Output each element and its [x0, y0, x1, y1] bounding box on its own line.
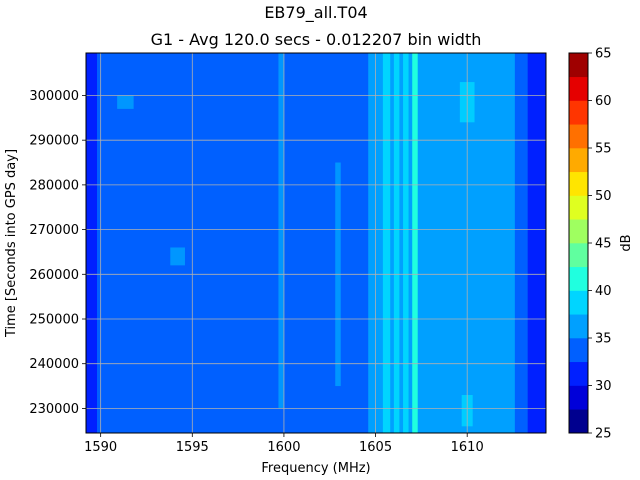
colorbar-level-0 [569, 409, 588, 434]
colorbar-tick-label-6: 55 [595, 142, 612, 157]
y-tick-label-3: 260000 [29, 268, 79, 283]
y-tick-label-4: 270000 [29, 223, 79, 238]
y-tick-label-5: 280000 [29, 178, 79, 193]
colorbar-level-6 [569, 266, 588, 291]
frequency-band-0 [86, 53, 98, 433]
chart-title: EB79_all.T04 [264, 3, 367, 23]
plot-area [86, 53, 546, 433]
y-axis-ticks: 230000 240000 250000 260000 270000 280000 2900… [29, 89, 86, 417]
hotspot-2 [117, 95, 134, 109]
hotspot-3 [170, 247, 185, 266]
frequency-bands [86, 53, 546, 433]
x-tick-label-3: 1605 [359, 440, 392, 455]
frequency-band-4 [390, 53, 395, 433]
frequency-band-3 [382, 53, 391, 433]
colorbar-tick-label-2: 35 [595, 332, 612, 347]
frequency-band-6 [399, 53, 404, 433]
colorbar-level-11 [569, 148, 588, 173]
colorbar-level-15 [569, 53, 588, 78]
y-tick-label-7: 300000 [29, 89, 79, 104]
frequency-band-12 [527, 53, 546, 433]
colorbar-tick-label-5: 50 [595, 189, 612, 204]
frequency-band-1 [96, 53, 369, 433]
colorbar-level-9 [569, 195, 588, 220]
colorbar-level-2 [569, 361, 588, 386]
colorbar-level-12 [569, 124, 588, 149]
y-tick-label-0: 230000 [29, 402, 79, 417]
colorbar-ticks: 25 30 35 40 45 50 55 60 65 [588, 47, 612, 442]
colorbar-tick-label-4: 45 [595, 237, 612, 252]
colorbar-level-5 [569, 290, 588, 315]
y-tick-label-1: 240000 [29, 357, 79, 372]
frequency-band-5 [393, 53, 400, 433]
x-tick-label-2: 1600 [267, 440, 300, 455]
x-axis-ticks: 1590 1595 1600 1605 1610 [84, 433, 484, 455]
frequency-band-11 [514, 53, 529, 433]
colorbar-level-14 [569, 76, 588, 101]
x-tick-label-1: 1595 [176, 440, 209, 455]
frequency-band-7 [403, 53, 410, 433]
plot-frame [85, 52, 547, 434]
colorbar-level-1 [569, 385, 588, 410]
x-axis-label: Frequency (MHz) [261, 461, 370, 476]
frequency-band-8 [408, 53, 413, 433]
colorbar-tick-label-8: 65 [595, 47, 612, 62]
x-tick-label-0: 1590 [84, 440, 117, 455]
y-axis-label: Time [Seconds into GPS day] [4, 149, 19, 338]
frequency-band-9 [412, 53, 419, 433]
colorbar-level-8 [569, 219, 588, 244]
colorbar-tick-label-1: 30 [595, 379, 612, 394]
colorbar-tick-label-0: 25 [595, 427, 612, 442]
colorbar-label: dB [619, 234, 634, 251]
y-tick-label-2: 250000 [29, 313, 79, 328]
grid-lines [86, 53, 546, 433]
colorbar-level-4 [569, 314, 588, 339]
colorbar [569, 53, 588, 434]
colorbar-tick-label-7: 60 [595, 94, 612, 109]
x-tick-label-4: 1610 [451, 440, 484, 455]
colorbar-level-13 [569, 100, 588, 125]
colorbar-level-3 [569, 338, 588, 363]
colorbar-level-7 [569, 243, 588, 268]
hotspot-0 [278, 53, 284, 409]
colorbar-tick-label-3: 40 [595, 284, 612, 299]
colorbar-level-10 [569, 171, 588, 196]
y-tick-label-6: 290000 [29, 134, 79, 149]
chart-subtitle: G1 - Avg 120.0 secs - 0.012207 bin width [151, 30, 482, 49]
